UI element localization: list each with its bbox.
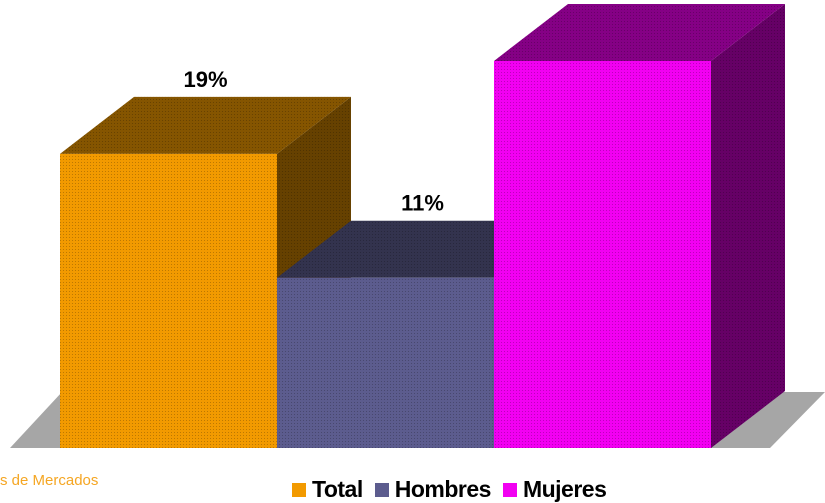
legend-item-mujeres: Mujeres [502,476,607,503]
data-label-total: 19% [183,67,227,92]
source-note: s de Mercados [0,472,99,489]
legend: Total Hombres Mujeres [292,476,607,503]
legend-label-mujeres: Mujeres [522,476,607,502]
bar-mujeres-texture [494,60,711,449]
legend-label-total: Total [312,476,363,502]
legend-swatch-hombres [374,482,389,497]
bar-top-total-texture [60,96,351,154]
data-label-hombres: 11% [401,191,444,216]
bar-side-mujeres-texture [711,3,785,449]
legend-item-hombres: Hombres [374,476,492,503]
legend-label-hombres: Hombres [394,476,492,502]
legend-item-total: Total [292,476,363,503]
legend-swatch-mujeres [502,482,517,497]
bar-top-mujeres-texture [494,3,785,61]
bar-total-texture [60,153,277,448]
bar-hombres-texture [277,277,494,448]
legend-swatch-total [292,482,306,497]
